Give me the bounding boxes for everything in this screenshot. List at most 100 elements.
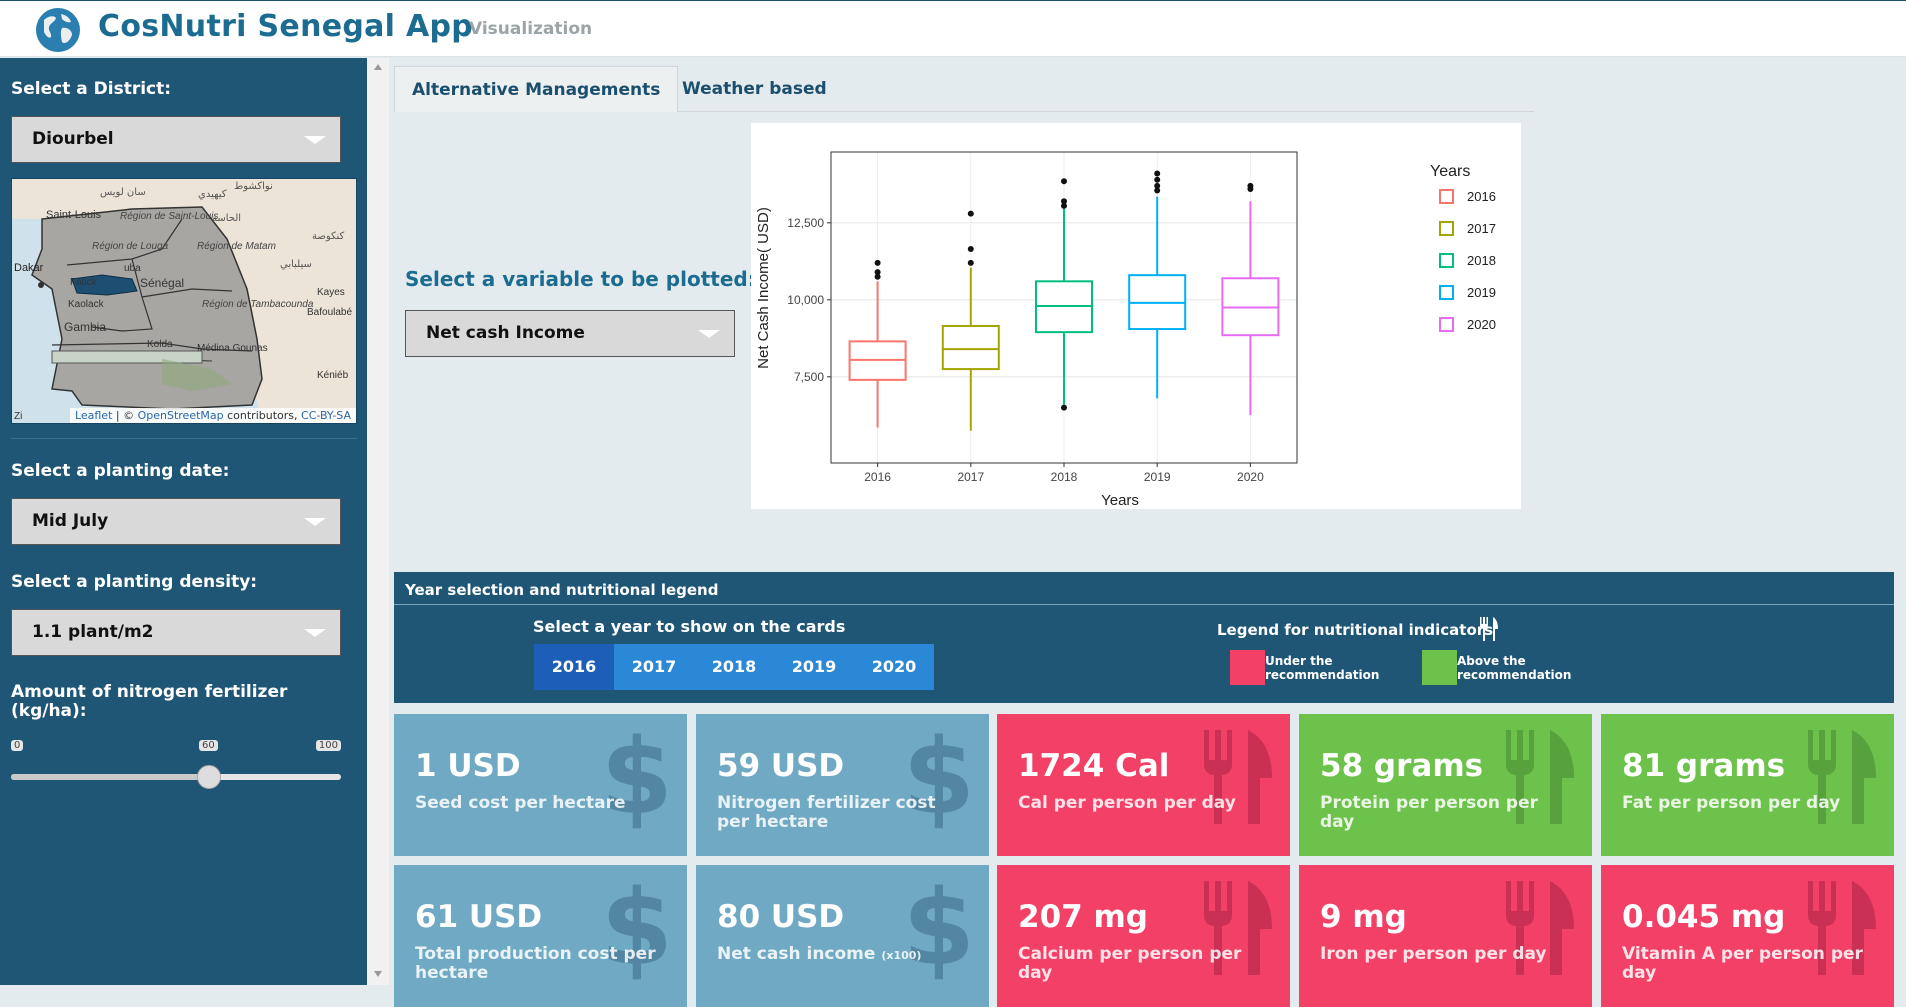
- cutlery-icon: [1808, 730, 1876, 824]
- card-fat: 81 grams Fat per person per day: [1601, 714, 1894, 856]
- legend-under-text: Under the recommendation: [1265, 654, 1380, 682]
- card-nitrogen-cost: $ 59 USD Nitrogen fertilizer cost per he…: [696, 714, 989, 856]
- nav-visualization[interactable]: Visualization: [469, 19, 593, 39]
- license-link[interactable]: CC-BY-SA: [301, 409, 351, 422]
- map-label-kaolack: Kaolack: [68, 299, 105, 310]
- cutlery-icon: [1480, 617, 1498, 641]
- card-label: Protein per person per day: [1320, 793, 1539, 832]
- tab-weather-based[interactable]: Weather based: [682, 79, 827, 99]
- leaflet-link[interactable]: Leaflet: [74, 409, 113, 422]
- card-value: 61 USD: [415, 899, 543, 935]
- map-label-region-matam: Région de Matam: [197, 241, 276, 252]
- district-label: Select a District:: [11, 79, 172, 99]
- year-button-2020[interactable]: 2020: [854, 644, 934, 690]
- year-selection-panel: Year selection and nutritional legend Se…: [394, 572, 1894, 703]
- card-label: Iron per person per day: [1320, 944, 1547, 964]
- navbar: CosNutri Senegal App Visualization: [0, 0, 1906, 57]
- district-map[interactable]: Saint-Louis Région de Saint-Louis Région…: [11, 178, 357, 424]
- boxes: [848, 170, 1280, 431]
- card-value: 9 mg: [1320, 899, 1407, 935]
- chevron-down-icon: [304, 518, 326, 526]
- card-label: Seed cost per hectare: [415, 793, 626, 813]
- planting-date-value: Mid July: [32, 511, 109, 531]
- year-button-2019[interactable]: 2019: [774, 644, 854, 690]
- slider-max-label: 100: [315, 740, 341, 751]
- legend-label: 2020: [1467, 317, 1496, 332]
- legend-label: 2017: [1467, 221, 1496, 236]
- planting-density-select[interactable]: 1.1 plant/m2: [11, 609, 341, 656]
- card-label: Calcium per person per day: [1018, 944, 1242, 983]
- dollar-icon: $: [600, 716, 673, 838]
- legend-above-text: Above the recommendation: [1457, 654, 1572, 682]
- map-label-region-saint-louis: Région de Saint-Louis: [120, 211, 218, 222]
- outlier-point: [874, 273, 881, 280]
- slider-handle[interactable]: [197, 765, 221, 789]
- outlier-point: [1154, 176, 1161, 183]
- nitrogen-slider[interactable]: 0 60 100: [11, 740, 341, 800]
- nitrogen-label: Amount of nitrogen fertilizer (kg/ha):: [11, 682, 288, 721]
- attr-sep: | ©: [112, 409, 138, 422]
- globe-icon: [36, 8, 80, 52]
- sidebar: Select a District: Diourbel Saint-Louis …: [0, 58, 367, 985]
- tab-bar: Alternative Managements Weather based: [394, 66, 1534, 112]
- card-value: 0.045 mg: [1622, 899, 1786, 935]
- legend-above-swatch: [1422, 650, 1457, 685]
- sidebar-divider: [11, 438, 357, 439]
- card-value: 59 USD: [717, 748, 845, 784]
- outlier-point: [967, 210, 974, 217]
- map-label-fatick: Fatick: [70, 277, 98, 288]
- card-calcium: 207 mg Calcium per person per day: [997, 865, 1290, 1007]
- y-axis-label: Net Cash Income( USD): [755, 207, 772, 369]
- map-label-gambia: Gambia: [64, 320, 106, 334]
- card-value: 207 mg: [1018, 899, 1148, 935]
- outlier-point: [1154, 187, 1161, 194]
- map-attribution: Leaflet | © OpenStreetMap contributors, …: [69, 408, 356, 423]
- scroll-up-icon[interactable]: [374, 64, 382, 70]
- scroll-down-icon[interactable]: [374, 971, 382, 977]
- year-button-2016[interactable]: 2016: [534, 644, 614, 690]
- district-select[interactable]: Diourbel: [11, 116, 341, 163]
- cutlery-icon: [1808, 881, 1876, 975]
- boxplot-panel: 7,500 10,000 12,500 2016 2017 2018 2019 2020 Y…: [751, 123, 1521, 509]
- map-label-ar-saint-louis: سان لويس: [100, 187, 146, 198]
- variable-select[interactable]: Net cash Income: [405, 310, 735, 357]
- x-axis-label: Years: [1101, 492, 1139, 509]
- planting-date-select[interactable]: Mid July: [11, 498, 341, 545]
- y-ticks: 7,500 10,000 12,500: [787, 216, 831, 384]
- sidebar-scrollbar[interactable]: [367, 58, 389, 985]
- year-button-2017[interactable]: 2017: [614, 644, 694, 690]
- card-label: Fat per person per day: [1622, 793, 1841, 813]
- y-tick-label: 12,500: [787, 216, 824, 230]
- cutlery-icon: [1204, 881, 1272, 975]
- map-label-medina: Médina Gounas: [197, 343, 268, 354]
- chevron-down-icon: [698, 330, 720, 338]
- outlier-point: [1247, 182, 1254, 189]
- slider-value-label: 60: [199, 740, 218, 751]
- variable-label: Select a variable to be plotted:: [405, 267, 756, 291]
- variable-select-value: Net cash Income: [426, 323, 585, 343]
- chevron-down-icon: [304, 136, 326, 144]
- map-label-kenieba: Kéniéb: [317, 370, 349, 381]
- legend-key-2018: [1439, 253, 1454, 268]
- map-label-senegal: Sénégal: [140, 276, 184, 290]
- card-value: 58 grams: [1320, 748, 1484, 784]
- year-button-2018[interactable]: 2018: [694, 644, 774, 690]
- app-title: CosNutri Senegal App: [98, 9, 474, 44]
- x-tick-label: 2019: [1144, 470, 1171, 484]
- outlier-point: [1061, 178, 1067, 185]
- x-tick-label: 2020: [1237, 470, 1264, 484]
- outlier-point: [874, 259, 881, 266]
- planting-density-value: 1.1 plant/m2: [32, 622, 154, 642]
- map-label-ar-kaedi: كيهيدي: [198, 189, 227, 200]
- x-tick-label: 2018: [1051, 470, 1078, 484]
- card-label: Vitamin A per person per day: [1622, 944, 1863, 983]
- tab-alternative-managements[interactable]: Alternative Managements: [394, 66, 679, 112]
- cutlery-icon: [1506, 730, 1574, 824]
- osm-link[interactable]: OpenStreetMap: [137, 409, 224, 422]
- card-label: Total production cost per hectare: [415, 944, 656, 983]
- card-label: Net cash income (x100): [717, 944, 922, 964]
- x-tick-label: 2017: [957, 470, 984, 484]
- attr-contrib: contributors,: [223, 409, 302, 422]
- boxplot-chart: 7,500 10,000 12,500 2016 2017 2018 2019 2020 Y…: [755, 151, 1496, 509]
- map-canvas: Saint-Louis Région de Saint-Louis Région…: [12, 179, 356, 423]
